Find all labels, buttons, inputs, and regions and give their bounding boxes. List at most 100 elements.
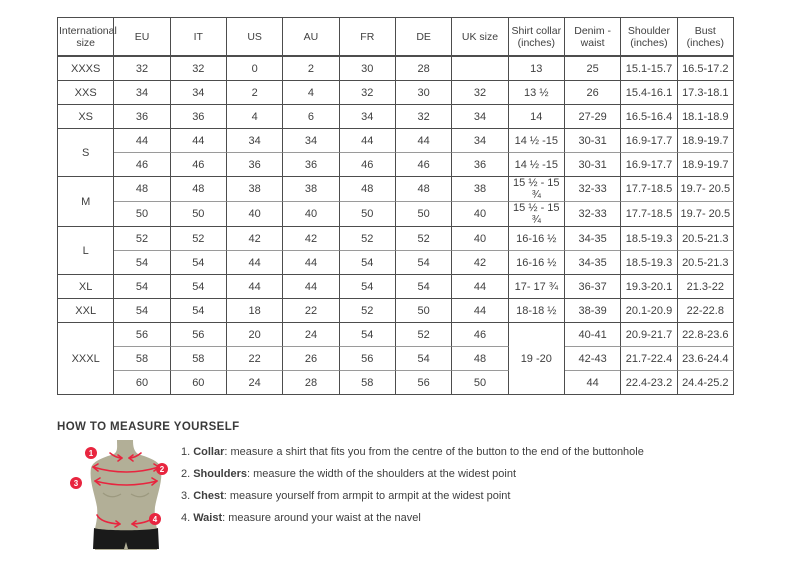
size-cell: 36 xyxy=(114,105,171,129)
howto-instructions-list: 1. Collar: measure a shirt that fits you … xyxy=(181,437,644,529)
marker-4-number: 4 xyxy=(153,515,158,524)
size-cell: 30-31 xyxy=(564,153,622,177)
howto-body: 1 2 3 4 1. Collar: measure a shirt that f… xyxy=(57,437,787,551)
column-header: Bust (inches) xyxy=(677,18,734,57)
column-header: AU xyxy=(283,18,340,57)
size-cell: 48 xyxy=(395,177,453,202)
size-cell: 40 xyxy=(226,202,284,227)
howto-item: 1. Collar: measure a shirt that fits you … xyxy=(181,441,644,463)
size-cell: 36 xyxy=(226,153,284,177)
size-cell: XS xyxy=(58,105,115,129)
size-cell: 36-37 xyxy=(564,275,622,299)
size-cell: 54 xyxy=(339,323,396,347)
marker-1-number: 1 xyxy=(89,449,94,458)
size-cell: 54 xyxy=(395,275,453,299)
size-cell: 44 xyxy=(226,251,284,275)
howto-heading: HOW TO MEASURE YOURSELF xyxy=(57,421,240,433)
list-number: 3. xyxy=(181,490,191,502)
size-cell: 40-41 xyxy=(564,323,622,347)
size-cell: XL xyxy=(58,275,115,299)
how-to-measure-section: HOW TO MEASURE YOURSELF xyxy=(57,421,787,551)
size-cell: 34 xyxy=(283,129,340,153)
size-cell: 50 xyxy=(339,202,396,227)
size-cell: XXXS xyxy=(58,57,115,81)
size-cell: 22.4-23.2 xyxy=(621,371,678,395)
size-cell: 56 xyxy=(170,323,227,347)
size-cell: 48 xyxy=(452,347,509,371)
list-number: 1. xyxy=(181,446,191,458)
marker-2-number: 2 xyxy=(160,465,165,474)
column-header: US xyxy=(226,18,284,57)
size-cell: 44 xyxy=(283,251,340,275)
size-cell: 17.7-18.5 xyxy=(621,202,678,227)
size-cell: 40 xyxy=(452,202,509,227)
size-cell: 30-31 xyxy=(564,129,622,153)
column-header: Denim - waist xyxy=(564,18,622,57)
size-cell: 48 xyxy=(170,177,227,202)
table-row: 60 60 24 28 58 56 50 44 22.4-23.2 24.4-25.2 xyxy=(58,371,734,395)
size-cell: 32 xyxy=(114,57,171,81)
table-row: XS 36 36 4 6 34 32 34 14 27-29 16.5-16.4 18.1-18.9 xyxy=(58,105,734,129)
table-row: XXS 34 34 2 4 32 30 32 13 ½ 26 15.4-16.1 17.3-18.1 xyxy=(58,81,734,105)
size-cell: 50 xyxy=(114,202,171,227)
size-cell: 54 xyxy=(339,251,396,275)
size-cell: 56 xyxy=(114,323,171,347)
list-number: 2. xyxy=(181,468,191,480)
size-cell: 15.4-16.1 xyxy=(621,81,678,105)
table-row: XXXL 56 56 20 24 54 52 46 19 -20 40-41 20.9-21.7 22… xyxy=(58,323,734,395)
size-cell: 18.5-19.3 xyxy=(621,227,678,251)
size-cell: 50 xyxy=(452,371,509,395)
size-chart-table: International size EU IT US AU FR DE UK size Shi… xyxy=(57,17,734,395)
size-cell: 17- 17 ¾ xyxy=(508,275,565,299)
list-term: Chest xyxy=(193,490,224,502)
size-cell: 13 ½ xyxy=(508,81,565,105)
marker-3-number: 3 xyxy=(74,479,79,488)
size-cell: 14 ½ -15 xyxy=(508,153,565,177)
size-cell: 44 xyxy=(170,129,227,153)
size-cell: 50 xyxy=(170,202,227,227)
size-cell: 54 xyxy=(114,251,171,275)
size-cell: XXL xyxy=(58,299,115,323)
size-cell: 54 xyxy=(395,347,453,371)
size-chart-header: International size EU IT US AU FR DE UK size Shi… xyxy=(58,18,734,57)
size-cell: 50 xyxy=(395,202,453,227)
marker-2-badge: 2 xyxy=(156,463,168,475)
size-cell: 44 xyxy=(564,371,622,395)
size-cell: 22-22.8 xyxy=(677,299,734,323)
column-header: EU xyxy=(114,18,171,57)
list-description: : measure a shirt that fits you from the… xyxy=(224,446,644,458)
size-cell: 15.1-15.7 xyxy=(621,57,678,81)
size-cell: 18-18 ½ xyxy=(508,299,565,323)
chest-contour-line xyxy=(102,492,122,498)
size-cell: 40 xyxy=(452,227,509,251)
size-cell: 16-16 ½ xyxy=(508,227,565,251)
size-cell: 32 xyxy=(339,81,396,105)
size-cell: 54 xyxy=(114,275,171,299)
size-cell: 18.9-19.7 xyxy=(677,129,734,153)
column-header: International size xyxy=(58,18,117,57)
size-cell: 24 xyxy=(283,323,340,347)
size-cell: 36 xyxy=(452,153,509,177)
size-cell: L xyxy=(58,227,115,275)
marker-1-badge: 1 xyxy=(85,447,97,459)
size-cell: 42-43 xyxy=(564,347,622,371)
size-cell: 52 xyxy=(339,227,396,251)
size-cell: 16.5-17.2 xyxy=(677,57,734,81)
size-cell: 14 ½ -15 xyxy=(508,129,565,153)
howto-item: 3. Chest: measure yourself from armpit to… xyxy=(181,485,644,507)
size-cell: 34 xyxy=(452,105,509,129)
size-cell: 44 xyxy=(114,129,171,153)
size-cell: 2 xyxy=(283,57,340,81)
table-row: S 44 44 34 34 44 44 34 14 ½ -15 30-31 16.9-17.7 18.… xyxy=(58,129,734,177)
size-cell: 16-16 ½ xyxy=(508,251,565,275)
size-cell: 52 xyxy=(170,227,227,251)
size-cell: 4 xyxy=(226,105,284,129)
size-cell: M xyxy=(58,177,115,227)
shorts xyxy=(93,528,159,549)
size-cell: 36 xyxy=(283,153,340,177)
table-row: L 52 52 42 42 52 52 40 16-16 ½ 34-35 18.5-19.3 20.5… xyxy=(58,227,734,275)
size-cell: 20.5-21.3 xyxy=(677,227,734,251)
size-cell: 42 xyxy=(452,251,509,275)
size-cell: 19.7- 20.5 xyxy=(677,202,734,227)
size-cell: XXS xyxy=(58,81,115,105)
